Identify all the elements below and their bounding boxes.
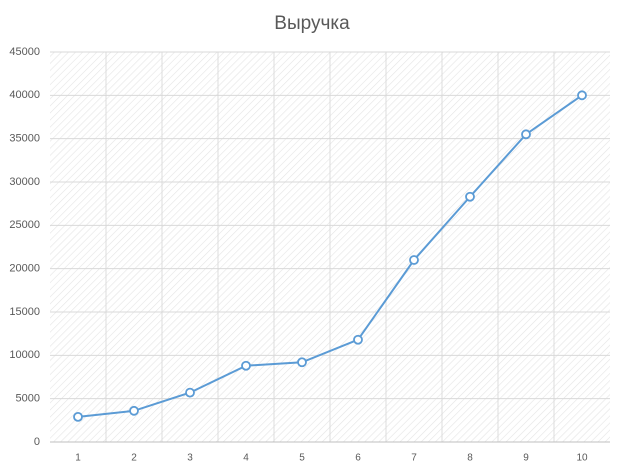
y-tick-label: 0 (34, 436, 40, 448)
point (129, 405, 139, 416)
x-tick-label: 3 (187, 453, 193, 464)
point (185, 387, 195, 398)
x-tick-label: 7 (411, 453, 417, 464)
y-tick-label: 25000 (9, 219, 40, 231)
point (297, 357, 307, 368)
line-series (77, 94, 583, 418)
point (353, 334, 363, 345)
y-tick-label: 15000 (9, 306, 40, 318)
x-tick-label: 2 (131, 453, 137, 464)
point (409, 255, 419, 265)
y-tick-label: 10000 (9, 349, 40, 361)
x-tick-label: 4 (243, 453, 249, 464)
y-tick-label: 40000 (9, 89, 40, 101)
x-tick-label: 6 (355, 453, 361, 464)
point (521, 129, 531, 140)
x-tick-label: 10 (576, 453, 588, 464)
y-tick-label: 45000 (9, 46, 40, 58)
y-tick-label: 20000 (9, 263, 40, 275)
point (241, 360, 251, 371)
x-tick-label: 1 (75, 453, 81, 464)
y-tick-label: 35000 (9, 133, 40, 145)
point (465, 191, 475, 202)
point (577, 90, 587, 101)
y-tick-label: 30000 (9, 176, 40, 188)
x-tick-label: 5 (299, 453, 305, 464)
point (73, 411, 83, 422)
chart-title: Выручка (274, 13, 350, 34)
y-tick-label: 5000 (16, 393, 40, 405)
x-tick-label: 9 (523, 453, 529, 464)
x-tick-label: 8 (467, 453, 473, 464)
